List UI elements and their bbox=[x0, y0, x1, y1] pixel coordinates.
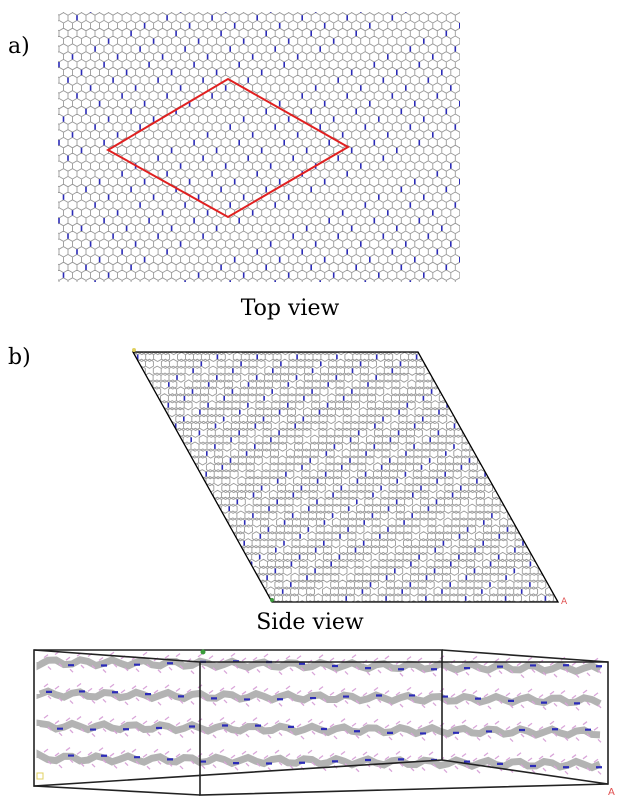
side-c-axis-marker bbox=[36, 772, 44, 780]
stacked-layer bbox=[36, 656, 602, 676]
side-a-axis-marker: A bbox=[608, 787, 615, 798]
top-view-title: Top view bbox=[240, 296, 340, 321]
nitrogen-atoms bbox=[46, 690, 580, 705]
side-view-title: Side view bbox=[256, 610, 364, 635]
stacked-layer bbox=[36, 687, 602, 707]
nitrogen-atoms bbox=[57, 724, 591, 735]
top-view-cell-outline bbox=[131, 351, 560, 603]
panel-a-label: a) bbox=[8, 34, 30, 59]
hydrogen-atoms bbox=[43, 714, 602, 743]
stacked-layer bbox=[36, 749, 602, 772]
hydrogen-atoms bbox=[43, 747, 602, 775]
a-axis-marker: A bbox=[561, 597, 568, 607]
nitrogen-bonds bbox=[58, 12, 460, 282]
hydrogen-atoms bbox=[43, 682, 602, 711]
panel-b-label: b) bbox=[8, 345, 31, 370]
carbon-bonds bbox=[58, 12, 460, 282]
c-axis-marker bbox=[132, 348, 136, 352]
top-view-molecular-lattice bbox=[133, 352, 558, 602]
side-view-cell-box bbox=[33, 649, 609, 796]
b-axis-marker bbox=[270, 598, 274, 602]
stacked-layer bbox=[36, 719, 601, 739]
panel-a-molecular-lattice bbox=[58, 12, 460, 282]
side-view-layers bbox=[36, 651, 602, 775]
unit-cell-highlight bbox=[105, 77, 351, 219]
side-b-axis-marker bbox=[200, 649, 206, 655]
